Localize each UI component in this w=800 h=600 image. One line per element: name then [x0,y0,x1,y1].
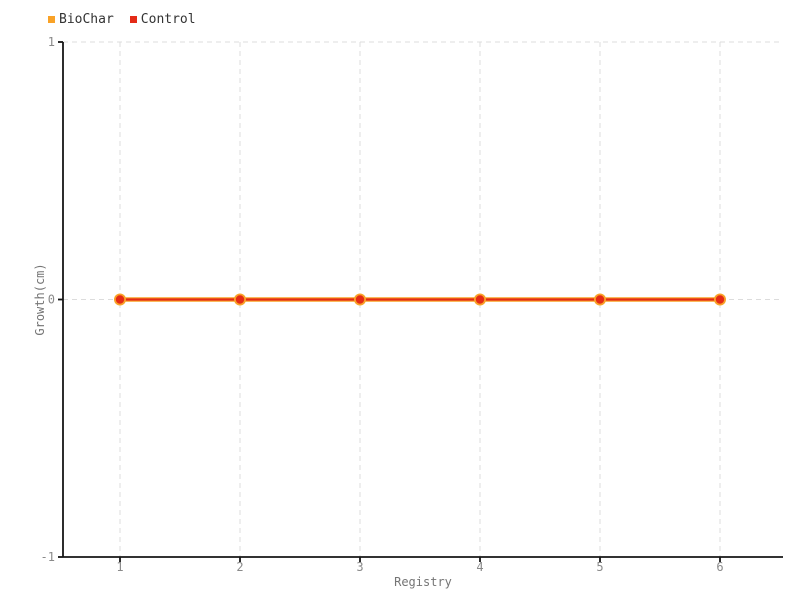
x-axis-title: Registry [394,575,452,589]
legend-label-control: Control [140,12,196,27]
x-tick-label: 1 [116,560,123,574]
x-tick-label: 4 [476,560,483,574]
data-point-control[interactable] [235,295,245,304]
y-tick-label: 0 [48,293,55,307]
x-tick-label: 3 [356,560,363,574]
chart-legend: BioChar Control [48,12,196,27]
y-tick-label: -1 [41,550,55,564]
legend-item-biochar[interactable]: BioChar [48,12,114,27]
data-point-control[interactable] [595,295,605,304]
legend-swatch-biochar-icon [48,16,55,23]
data-point-control[interactable] [355,295,365,304]
x-tick-label: 5 [596,560,603,574]
x-tick-label: 6 [716,560,723,574]
legend-item-control[interactable]: Control [129,12,196,27]
legend-label-biochar: BioChar [59,12,114,27]
data-point-control[interactable] [115,295,125,304]
y-tick-label: 1 [48,35,55,49]
y-axis-title: Growth(cm) [33,263,47,335]
data-point-control[interactable] [715,295,725,304]
x-tick-label: 2 [236,560,243,574]
data-point-control[interactable] [475,295,485,304]
legend-swatch-control-icon [129,16,137,23]
